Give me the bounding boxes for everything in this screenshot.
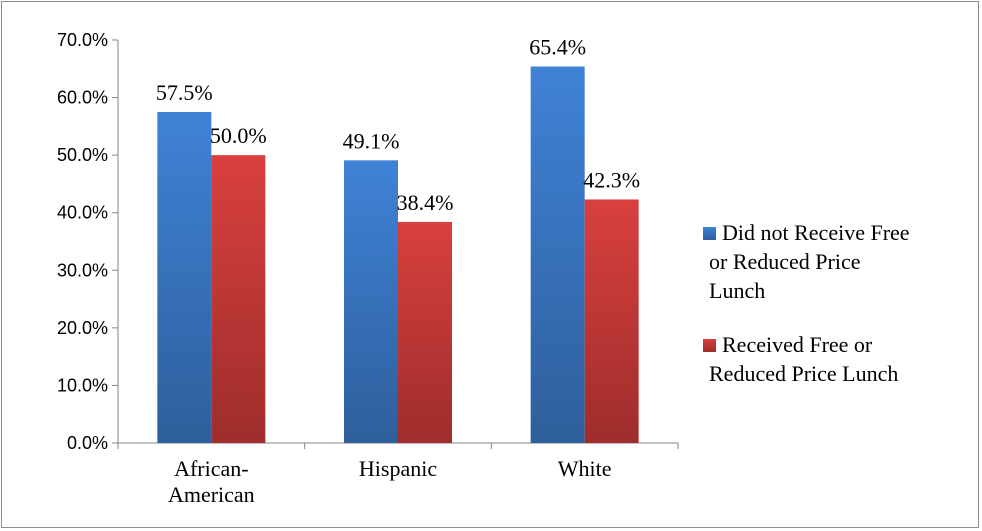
- category-label: White: [558, 456, 612, 481]
- axes: 0.0% 10.0% 20.0% 30.0% 40.0% 50.0% 60.0% 70.0%: [57, 30, 679, 453]
- y-tick-label: 10.0%: [57, 375, 108, 395]
- category-label: African-American: [168, 456, 255, 507]
- data-label: 65.4%: [529, 34, 586, 59]
- data-label: 50.0%: [210, 123, 267, 148]
- legend-swatch: [703, 227, 716, 240]
- category-label: Hispanic: [359, 456, 437, 481]
- data-label: 42.3%: [583, 167, 640, 192]
- legend: Did not Receive Free or Reduced Price Lunc…: [703, 220, 910, 386]
- bar-series-2: [211, 155, 266, 443]
- bar-series-1: [157, 111, 212, 443]
- y-tick-label: 0.0%: [67, 433, 108, 453]
- legend-label: Did not Receive Free or Reduced Price Lunc…: [709, 220, 910, 303]
- data-label: 38.4%: [397, 190, 454, 215]
- legend-swatch: [703, 339, 716, 352]
- y-tick-label: 40.0%: [57, 203, 108, 223]
- bar-series-1: [530, 66, 585, 444]
- bars: [157, 66, 639, 444]
- data-label: 57.5%: [156, 80, 213, 105]
- legend-label: Received Free or Reduced Price Lunch: [709, 332, 898, 386]
- bar-series-2: [584, 199, 639, 443]
- data-label: 49.1%: [343, 128, 400, 153]
- labels: African-American Hispanic White 57.5% 50.0% 4…: [156, 34, 640, 507]
- bar-series-1: [344, 160, 398, 443]
- y-tick-label: 60.0%: [57, 88, 108, 108]
- y-tick-label: 30.0%: [57, 260, 108, 280]
- y-tick-label: 70.0%: [57, 30, 108, 50]
- bar-series-2: [398, 221, 452, 443]
- y-tick-label: 20.0%: [57, 318, 108, 338]
- y-tick-label: 50.0%: [57, 145, 108, 165]
